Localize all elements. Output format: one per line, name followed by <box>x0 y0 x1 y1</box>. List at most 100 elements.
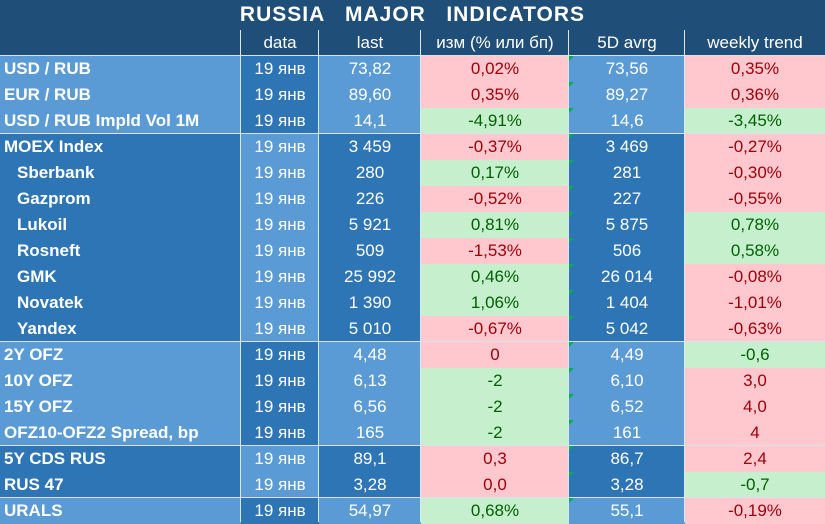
indicator-name-cell[interactable]: Lukoil <box>0 212 241 238</box>
indicator-name-cell[interactable]: 10Y OFZ <box>0 368 241 394</box>
avg-value-cell[interactable]: 6,52 <box>569 394 685 420</box>
change-cell[interactable]: 0,46% <box>421 264 569 290</box>
avg-value-cell[interactable]: 14,6 <box>569 108 685 134</box>
change-cell[interactable]: 0,0 <box>421 472 569 498</box>
last-value-cell[interactable]: 4,48 <box>319 342 421 368</box>
avg-value-cell[interactable]: 26 014 <box>569 264 685 290</box>
weekly-trend-cell[interactable]: -0,63% <box>685 316 825 342</box>
last-value-cell[interactable]: 14,1 <box>319 108 421 134</box>
indicator-name-cell[interactable]: Gazprom <box>0 186 241 212</box>
last-value-cell[interactable]: 73,82 <box>319 56 421 82</box>
date-cell[interactable]: 19 янв <box>241 316 319 342</box>
indicator-name-cell[interactable]: Yandex <box>0 316 241 342</box>
last-value-cell[interactable]: 280 <box>319 160 421 186</box>
change-cell[interactable]: -2 <box>421 394 569 420</box>
change-cell[interactable]: -0,67% <box>421 316 569 342</box>
col-header-name[interactable] <box>0 30 241 56</box>
last-value-cell[interactable]: 54,97 <box>319 498 421 524</box>
last-value-cell[interactable]: 3,28 <box>319 472 421 498</box>
avg-value-cell[interactable]: 86,7 <box>569 446 685 472</box>
weekly-trend-cell[interactable]: 4 <box>685 420 825 446</box>
weekly-trend-cell[interactable]: -0,30% <box>685 160 825 186</box>
date-cell[interactable]: 19 янв <box>241 212 319 238</box>
avg-value-cell[interactable]: 281 <box>569 160 685 186</box>
date-cell[interactable]: 19 янв <box>241 186 319 212</box>
date-cell[interactable]: 19 янв <box>241 446 319 472</box>
col-header-last[interactable]: last <box>319 30 421 56</box>
date-cell[interactable]: 19 янв <box>241 82 319 108</box>
change-cell[interactable]: 1,06% <box>421 290 569 316</box>
indicator-name-cell[interactable]: 15Y OFZ <box>0 394 241 420</box>
last-value-cell[interactable]: 6,56 <box>319 394 421 420</box>
change-cell[interactable]: -4,91% <box>421 108 569 134</box>
weekly-trend-cell[interactable]: -1,01% <box>685 290 825 316</box>
indicator-name-cell[interactable]: Sberbank <box>0 160 241 186</box>
date-cell[interactable]: 19 янв <box>241 472 319 498</box>
weekly-trend-cell[interactable]: 0,78% <box>685 212 825 238</box>
indicator-name-cell[interactable]: OFZ10-OFZ2 Spread, bp <box>0 420 241 446</box>
weekly-trend-cell[interactable]: 0,36% <box>685 82 825 108</box>
indicator-name-cell[interactable]: GMK <box>0 264 241 290</box>
avg-value-cell[interactable]: 227 <box>569 186 685 212</box>
last-value-cell[interactable]: 89,1 <box>319 446 421 472</box>
last-value-cell[interactable]: 3 459 <box>319 134 421 160</box>
weekly-trend-cell[interactable]: 2,4 <box>685 446 825 472</box>
weekly-trend-cell[interactable]: -0,08% <box>685 264 825 290</box>
last-value-cell[interactable]: 226 <box>319 186 421 212</box>
col-header-date[interactable]: data <box>241 30 319 56</box>
date-cell[interactable]: 19 янв <box>241 238 319 264</box>
date-cell[interactable]: 19 янв <box>241 108 319 134</box>
avg-value-cell[interactable]: 55,1 <box>569 498 685 524</box>
avg-value-cell[interactable]: 5 875 <box>569 212 685 238</box>
avg-value-cell[interactable]: 6,10 <box>569 368 685 394</box>
col-header-trend[interactable]: weekly trend <box>685 30 825 56</box>
change-cell[interactable]: 0,81% <box>421 212 569 238</box>
last-value-cell[interactable]: 25 992 <box>319 264 421 290</box>
indicator-name-cell[interactable]: 2Y OFZ <box>0 342 241 368</box>
date-cell[interactable]: 19 янв <box>241 264 319 290</box>
date-cell[interactable]: 19 янв <box>241 394 319 420</box>
weekly-trend-cell[interactable]: -0,7 <box>685 472 825 498</box>
avg-value-cell[interactable]: 4,49 <box>569 342 685 368</box>
change-cell[interactable]: -0,37% <box>421 134 569 160</box>
avg-value-cell[interactable]: 73,56 <box>569 56 685 82</box>
indicator-name-cell[interactable]: URALS <box>0 498 241 524</box>
avg-value-cell[interactable]: 161 <box>569 420 685 446</box>
weekly-trend-cell[interactable]: -0,19% <box>685 498 825 524</box>
change-cell[interactable]: -2 <box>421 368 569 394</box>
avg-value-cell[interactable]: 506 <box>569 238 685 264</box>
avg-value-cell[interactable]: 1 404 <box>569 290 685 316</box>
last-value-cell[interactable]: 6,13 <box>319 368 421 394</box>
indicator-name-cell[interactable]: Novatek <box>0 290 241 316</box>
avg-value-cell[interactable]: 3 469 <box>569 134 685 160</box>
weekly-trend-cell[interactable]: -0,6 <box>685 342 825 368</box>
indicator-name-cell[interactable]: USD / RUB <box>0 56 241 82</box>
last-value-cell[interactable]: 165 <box>319 420 421 446</box>
last-value-cell[interactable]: 89,60 <box>319 82 421 108</box>
date-cell[interactable]: 19 янв <box>241 290 319 316</box>
avg-value-cell[interactable]: 3,28 <box>569 472 685 498</box>
date-cell[interactable]: 19 янв <box>241 134 319 160</box>
date-cell[interactable]: 19 янв <box>241 342 319 368</box>
weekly-trend-cell[interactable]: 3,0 <box>685 368 825 394</box>
col-header-avg[interactable]: 5D avrg <box>569 30 685 56</box>
last-value-cell[interactable]: 509 <box>319 238 421 264</box>
indicator-name-cell[interactable]: USD / RUB Impld Vol 1M <box>0 108 241 134</box>
date-cell[interactable]: 19 янв <box>241 160 319 186</box>
indicator-name-cell[interactable]: 5Y CDS RUS <box>0 446 241 472</box>
change-cell[interactable]: 0,68% <box>421 498 569 524</box>
change-cell[interactable]: 0,02% <box>421 56 569 82</box>
date-cell[interactable]: 19 янв <box>241 56 319 82</box>
change-cell[interactable]: 0,17% <box>421 160 569 186</box>
avg-value-cell[interactable]: 89,27 <box>569 82 685 108</box>
date-cell[interactable]: 19 янв <box>241 498 319 524</box>
date-cell[interactable]: 19 янв <box>241 368 319 394</box>
indicator-name-cell[interactable]: MOEX Index <box>0 134 241 160</box>
weekly-trend-cell[interactable]: -3,45% <box>685 108 825 134</box>
indicator-name-cell[interactable]: EUR / RUB <box>0 82 241 108</box>
avg-value-cell[interactable]: 5 042 <box>569 316 685 342</box>
weekly-trend-cell[interactable]: -0,55% <box>685 186 825 212</box>
indicator-name-cell[interactable]: RUS 47 <box>0 472 241 498</box>
change-cell[interactable]: -0,52% <box>421 186 569 212</box>
last-value-cell[interactable]: 5 921 <box>319 212 421 238</box>
